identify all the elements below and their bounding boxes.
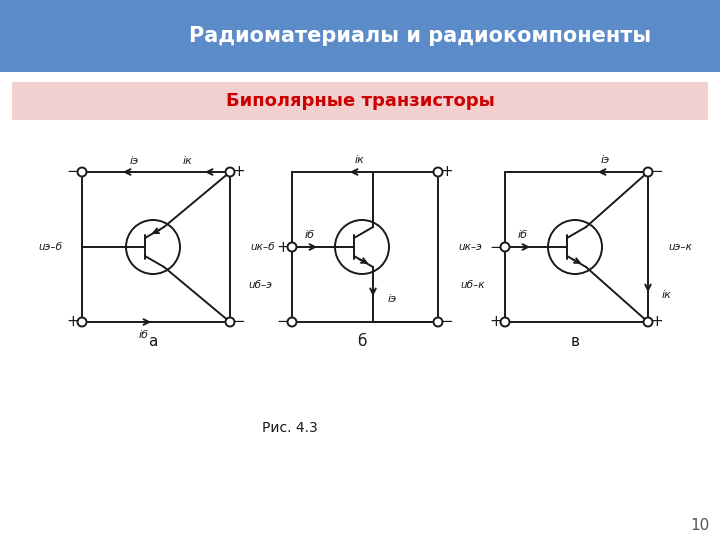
Circle shape [500, 242, 510, 252]
Text: +: + [276, 240, 289, 254]
Text: Рис. 4.3: Рис. 4.3 [262, 421, 318, 435]
Text: а: а [148, 334, 158, 349]
Text: −: − [490, 240, 503, 254]
Text: −: − [67, 165, 79, 179]
Text: б: б [357, 334, 366, 349]
Bar [0, 0, 720, 72]
Bar [12, 82, 708, 120]
Text: iэ: iэ [130, 156, 139, 166]
Circle shape [126, 220, 180, 274]
Text: iк: iк [662, 290, 672, 300]
Text: Радиоматериалы и радиокомпоненты: Радиоматериалы и радиокомпоненты [189, 26, 651, 46]
Text: uб–к: uб–к [461, 280, 485, 289]
Circle shape [548, 220, 602, 274]
Text: uк–б: uк–б [250, 242, 274, 252]
Text: Биполярные транзисторы: Биполярные транзисторы [225, 92, 495, 110]
Text: в: в [570, 334, 580, 349]
Circle shape [287, 242, 297, 252]
Text: −: − [651, 165, 663, 179]
Text: +: + [233, 165, 246, 179]
Text: +: + [441, 165, 454, 179]
Text: iк: iк [183, 156, 193, 166]
Text: +: + [67, 314, 79, 329]
Text: −: − [276, 314, 289, 329]
Text: +: + [651, 314, 663, 329]
Circle shape [500, 318, 510, 327]
Text: iб: iб [305, 230, 315, 240]
Circle shape [287, 318, 297, 327]
Text: 10: 10 [690, 517, 710, 532]
Text: uэ–к: uэ–к [668, 242, 692, 252]
Circle shape [335, 220, 389, 274]
Circle shape [78, 318, 86, 327]
Text: −: − [233, 314, 246, 329]
Text: iк: iк [355, 155, 365, 165]
Circle shape [644, 167, 652, 177]
Text: iб: iб [139, 330, 149, 340]
Text: uк–э: uк–э [458, 242, 482, 252]
Text: uэ–б: uэ–б [38, 242, 62, 252]
Circle shape [225, 167, 235, 177]
Circle shape [225, 318, 235, 327]
Circle shape [78, 167, 86, 177]
Text: iэ: iэ [600, 155, 610, 165]
Circle shape [644, 318, 652, 327]
Text: uб–э: uб–э [248, 280, 272, 289]
Text: +: + [490, 314, 503, 329]
Circle shape [433, 167, 443, 177]
Circle shape [433, 318, 443, 327]
Text: iб: iб [518, 230, 528, 240]
Text: iэ: iэ [388, 294, 397, 304]
Text: −: − [441, 314, 454, 329]
